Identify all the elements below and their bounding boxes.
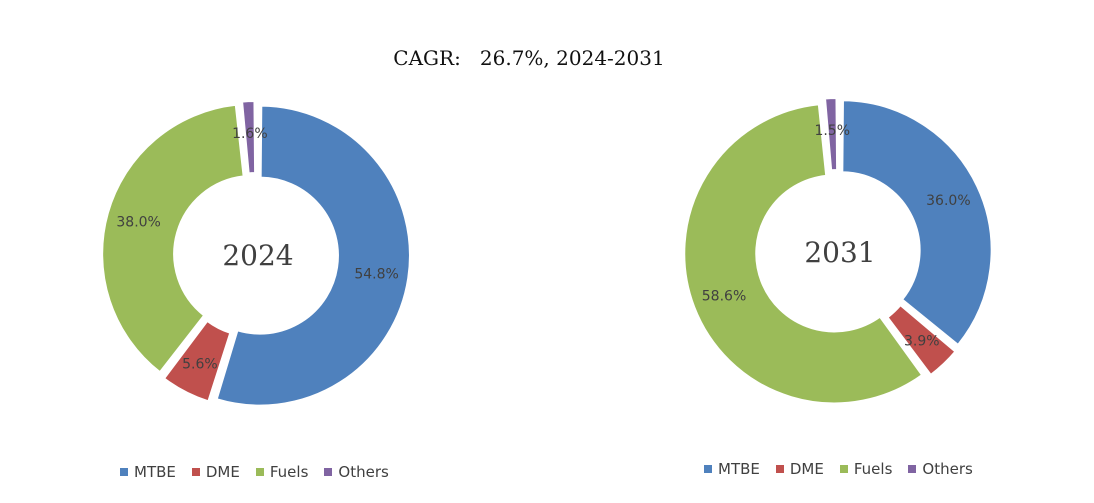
slice-fuels-2031 [683,103,924,405]
chart-title: CAGR: 26.7%, 2024-2031 [393,46,665,70]
data-label-mtbe-2024: 54.8% [354,266,398,282]
legend-item-dme: DME [191,463,240,481]
legend-item-fuels: Fuels [255,463,309,481]
slice-mtbe-2024 [215,104,411,407]
legend-swatch-mtbe [120,468,128,476]
legend-swatch-others [908,465,917,473]
legend-item-dme: DME [775,460,824,478]
legend-2024: MTBE DME Fuels Others [120,463,389,481]
donut-chart-2031: 36.0% 3.9% 58.6% 1.5% 2031 [683,97,993,405]
donut-chart-2024: 54.8% 5.6% 38.0% 1.6% 2024 [101,100,411,407]
legend-item-mtbe: MTBE [704,460,760,478]
data-label-dme-2031: 3.9% [904,334,940,350]
legend-label-fuels: Fuels [269,463,309,481]
legend-label-mtbe: MTBE [134,463,176,481]
slice-fuels-2024 [101,103,245,374]
slice-mtbe-2031 [841,99,993,347]
legend-label-others: Others [338,463,389,481]
legend-label-fuels: Fuels [853,460,893,478]
legend-swatch-fuels [839,465,848,473]
data-label-fuels-2024: 38.0% [116,215,160,231]
legend-label-others: Others [922,460,973,478]
data-label-mtbe-2031: 36.0% [926,193,970,209]
legend-swatch-others [324,468,333,476]
center-label-2024: 2024 [222,239,293,272]
slice-dme-2031 [886,303,957,377]
legend-swatch-dme [775,465,784,473]
legend-item-others: Others [324,463,389,481]
legend-item-mtbe: MTBE [120,463,176,481]
data-label-fuels-2031: 58.6% [702,288,746,304]
legend-2031: MTBE DME Fuels Others [704,460,973,478]
data-label-others-2024: 1.6% [232,126,268,142]
slice-dme-2024 [162,319,232,403]
legend-label-mtbe: MTBE [718,460,760,478]
legend-label-dme: DME [789,460,824,478]
data-label-others-2031: 1.5% [814,123,850,139]
legend-swatch-fuels [255,468,264,476]
legend-label-dme: DME [205,463,240,481]
data-label-dme-2024: 5.6% [182,356,218,372]
slice-others-2024 [241,100,257,175]
slice-others-2031 [823,97,839,172]
legend-swatch-dme [191,468,200,476]
legend-item-others: Others [908,460,973,478]
center-label-2031: 2031 [804,236,875,269]
legend-swatch-mtbe [704,465,712,473]
legend-item-fuels: Fuels [839,460,893,478]
